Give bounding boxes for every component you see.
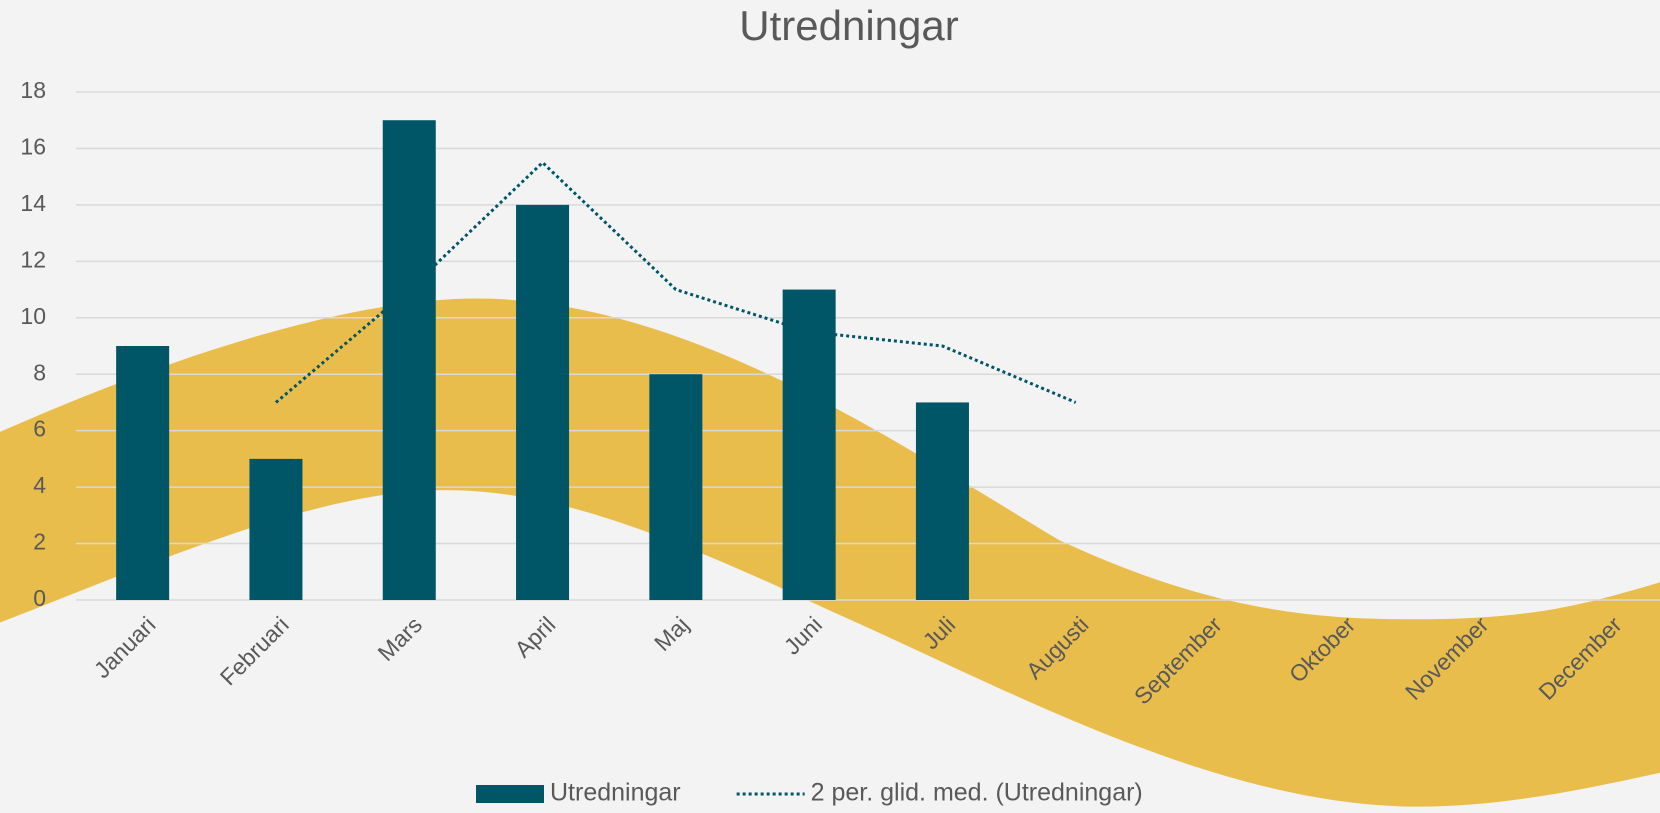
y-tick-label: 6 bbox=[33, 416, 46, 442]
y-tick-label: 4 bbox=[33, 472, 46, 498]
bar bbox=[782, 289, 836, 600]
y-tick-label: 18 bbox=[20, 77, 46, 103]
bar bbox=[382, 120, 436, 600]
bar bbox=[249, 458, 303, 600]
x-tick-label: Januari bbox=[89, 611, 161, 683]
bar bbox=[516, 204, 570, 600]
x-tick-label: Maj bbox=[649, 611, 694, 656]
bar bbox=[116, 346, 170, 600]
y-tick-label: 2 bbox=[33, 529, 46, 555]
legend-swatch bbox=[476, 785, 544, 803]
x-tick-label: Mars bbox=[373, 611, 428, 666]
y-tick-label: 16 bbox=[20, 134, 46, 160]
legend-label: 2 per. glid. med. (Utredningar) bbox=[811, 779, 1143, 807]
x-tick-label: April bbox=[509, 611, 560, 662]
x-tick-label: Februari bbox=[215, 611, 294, 690]
y-tick-label: 14 bbox=[20, 190, 46, 216]
y-tick-label: 0 bbox=[33, 585, 46, 611]
bar bbox=[649, 374, 703, 600]
chart-title: Utredningar bbox=[739, 2, 958, 49]
moving-average-line bbox=[274, 160, 1077, 404]
x-tick-label: Juni bbox=[779, 611, 827, 659]
y-tick-label: 12 bbox=[20, 246, 46, 272]
legend-label: Utredningar bbox=[550, 779, 681, 807]
bar bbox=[915, 402, 969, 600]
y-tick-label: 8 bbox=[33, 359, 46, 385]
y-tick-label: 10 bbox=[20, 303, 46, 329]
